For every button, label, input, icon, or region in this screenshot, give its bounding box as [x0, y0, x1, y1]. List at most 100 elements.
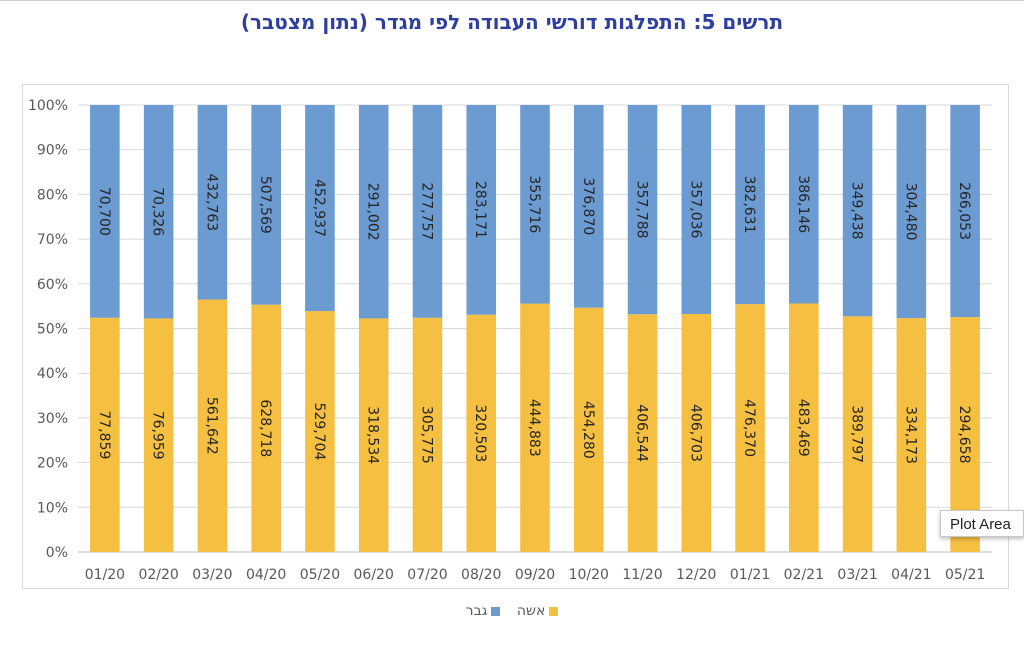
bar-man — [305, 105, 335, 312]
legend: אשה גבר — [0, 603, 1024, 619]
y-tick-label: 80% — [37, 187, 68, 203]
y-tick-label: 20% — [37, 456, 68, 472]
x-tick-label: 03/20 — [192, 567, 232, 583]
data-label-man: 70,326 — [150, 187, 166, 236]
data-label-man: 349,438 — [849, 182, 865, 240]
x-tick-label: 05/21 — [945, 567, 985, 583]
bar-woman — [90, 317, 120, 552]
y-tick-label: 10% — [37, 500, 68, 516]
y-tick-label: 60% — [37, 277, 68, 293]
bar-woman — [896, 318, 927, 552]
bar-woman — [251, 304, 281, 552]
legend-swatch-man — [491, 606, 501, 616]
bar-man — [735, 105, 765, 305]
bar-woman — [520, 303, 550, 552]
bar-man — [789, 105, 819, 304]
bar-man — [251, 105, 281, 305]
data-label-woman: 529,704 — [311, 403, 327, 461]
data-label-woman: 476,370 — [741, 399, 757, 457]
data-label-man: 382,631 — [741, 176, 757, 234]
data-label-man: 357,788 — [634, 181, 650, 239]
bar-man — [520, 105, 550, 304]
x-tick-label: 10/20 — [569, 567, 609, 583]
bar-man — [681, 105, 712, 314]
data-label-man: 283,171 — [472, 181, 488, 239]
bar-woman — [735, 304, 765, 552]
y-tick-label: 70% — [37, 232, 68, 248]
x-tick-label: 07/20 — [407, 567, 447, 583]
data-label-woman: 334,173 — [902, 406, 918, 464]
x-tick-label: 04/20 — [246, 567, 286, 583]
legend-label-woman: אשה — [516, 603, 546, 619]
data-label-man: 507,569 — [257, 176, 273, 234]
y-tick-label: 0% — [46, 545, 68, 561]
data-label-man: 304,480 — [902, 183, 918, 241]
y-tick-label: 90% — [37, 143, 68, 159]
bar-man — [412, 105, 443, 318]
bar-man — [896, 105, 927, 319]
data-label-woman: 320,503 — [472, 404, 488, 462]
bar-woman — [412, 317, 443, 552]
bar-woman — [842, 316, 873, 552]
bar-man — [842, 105, 873, 317]
bar-man — [950, 105, 980, 318]
data-label-man: 355,716 — [526, 175, 542, 233]
data-label-man: 357,036 — [687, 181, 703, 239]
x-tick-label: 04/21 — [891, 567, 931, 583]
data-label-man: 277,757 — [418, 182, 434, 240]
data-label-woman: 454,280 — [580, 401, 596, 459]
data-label-man: 70,700 — [96, 187, 112, 236]
data-label-woman: 483,469 — [795, 399, 811, 457]
data-label-man: 376,870 — [580, 177, 596, 235]
bar-woman — [573, 307, 604, 552]
bar-woman — [466, 314, 497, 552]
data-label-woman: 406,544 — [634, 404, 650, 462]
y-tick-label: 30% — [37, 411, 68, 427]
data-label-woman: 318,534 — [365, 406, 381, 464]
legend-item-woman: אשה — [516, 603, 559, 619]
bar-woman — [681, 313, 712, 552]
bar-woman — [143, 318, 174, 552]
bar-man — [143, 105, 174, 319]
data-label-man: 386,146 — [795, 175, 811, 233]
bar-woman — [789, 303, 819, 552]
legend-item-man: גבר — [466, 603, 501, 619]
bar-man — [627, 105, 658, 315]
bar-woman — [627, 314, 658, 552]
data-label-woman: 389,797 — [849, 405, 865, 463]
data-label-man: 432,763 — [203, 173, 219, 231]
x-tick-label: 01/20 — [85, 567, 125, 583]
x-tick-label: 01/21 — [730, 567, 770, 583]
bar-man — [197, 105, 228, 300]
chart-title: תרשים 5: התפלגות דורשי העבודה לפי מגדר (… — [240, 10, 784, 34]
x-tick-label: 08/20 — [461, 567, 501, 583]
data-label-woman: 77,859 — [96, 410, 112, 459]
x-tick-label: 12/20 — [676, 567, 716, 583]
data-label-woman: 406,703 — [687, 404, 703, 462]
y-tick-label: 50% — [37, 322, 68, 338]
bar-woman — [358, 318, 389, 552]
data-label-woman: 76,959 — [150, 411, 166, 460]
data-label-man: 291,002 — [365, 183, 381, 241]
x-tick-label: 02/20 — [138, 567, 178, 583]
plot-area-tooltip: Plot Area — [940, 510, 1024, 537]
legend-swatch-woman — [549, 606, 559, 616]
x-tick-label: 03/21 — [837, 567, 877, 583]
legend-label-man: גבר — [465, 603, 488, 619]
y-tick-label: 40% — [37, 366, 68, 382]
bar-man — [466, 105, 497, 315]
x-tick-label: 05/20 — [300, 567, 340, 583]
data-label-woman: 305,775 — [418, 406, 434, 464]
bar-man — [573, 105, 604, 308]
data-label-woman: 444,883 — [526, 399, 542, 457]
data-label-woman: 561,642 — [203, 397, 219, 455]
x-tick-label: 09/20 — [515, 567, 555, 583]
bar-man — [358, 105, 389, 319]
bar-man — [90, 105, 120, 318]
data-label-man: 452,937 — [311, 179, 327, 237]
y-tick-label: 100% — [28, 98, 68, 114]
x-tick-label: 06/20 — [354, 567, 394, 583]
x-tick-label: 11/20 — [622, 567, 662, 583]
top-border — [0, 0, 1024, 1]
